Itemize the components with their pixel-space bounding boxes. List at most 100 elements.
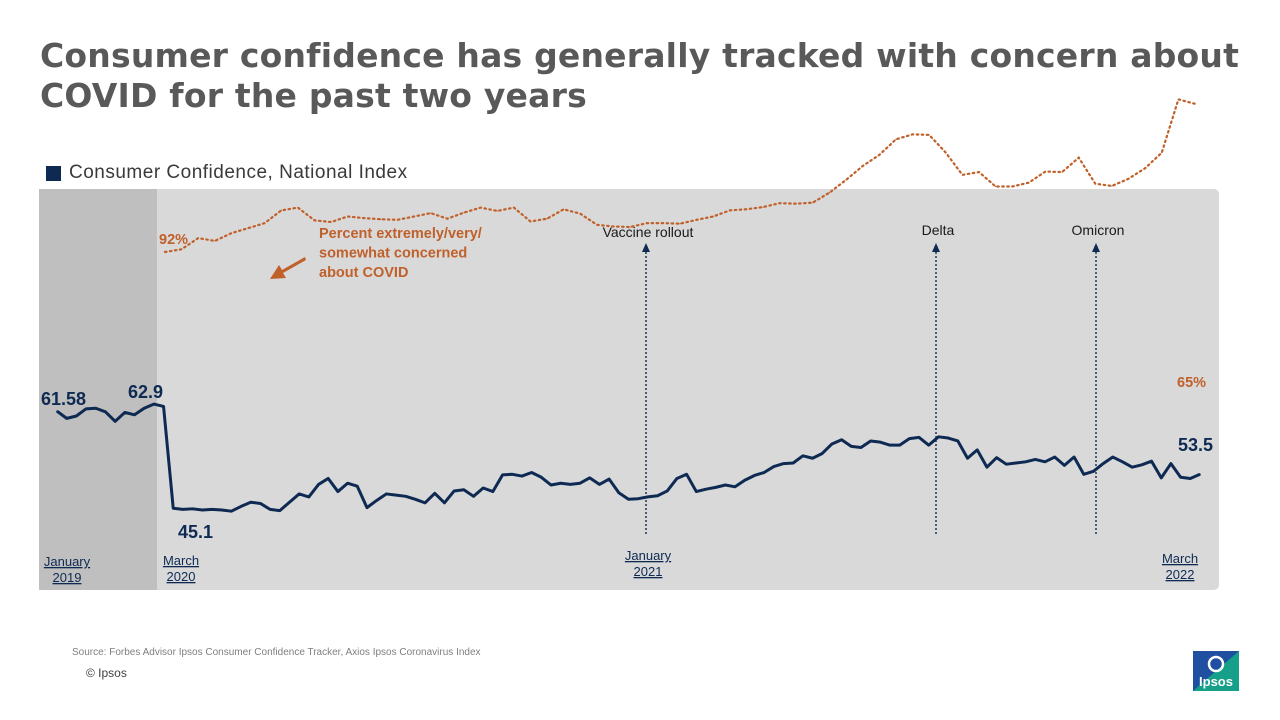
concern-point [563,208,565,210]
concern-annotation-line: somewhat concerned [319,246,467,262]
confidence-point [492,490,494,493]
x-tick-month: January [44,554,91,569]
confidence-point [443,502,446,504]
concern-point [430,212,432,214]
confidence-point [162,405,165,408]
confidence-point [94,407,97,410]
confidence-point [356,485,359,488]
confidence-point [986,466,988,468]
confidence-point [579,482,581,485]
concern-point [1194,103,1196,105]
confidence-point [1189,477,1192,480]
x-tick-year: 2022 [1166,567,1195,582]
confidence-point [327,477,330,480]
concern-point [214,240,216,242]
confidence-point [201,509,204,511]
page-title: Consumer confidence has generally tracke… [40,36,1240,115]
concern-point [1177,98,1179,100]
confidence-point [182,508,184,511]
confidence-point [811,457,814,460]
confidence-point [995,456,998,459]
confidence-point [743,479,746,482]
concern-point [363,217,365,219]
confidence-point [559,482,562,485]
concern-point [546,218,548,220]
confidence-point [1015,462,1017,464]
confidence-point [511,473,514,476]
confidence-point [1092,470,1095,473]
confidence-data-label: 62.9 [128,382,163,402]
concern-point [197,237,199,239]
confidence-point [869,440,872,442]
concern-point [795,203,797,205]
concern-point [845,179,847,181]
confidence-point [337,490,339,493]
concern-point [280,209,282,211]
concern-point [297,207,299,209]
concern-point [1161,152,1163,154]
data-labels: 61.58 62.9 45.1 53.5 92% 65% [41,232,1213,542]
event-arrow-icon [932,243,940,252]
confidence-point [1034,458,1037,461]
concern-point [230,232,233,234]
confidence-point [153,403,155,405]
plot-panel [39,189,1219,590]
confidence-point [860,446,862,449]
concern-point [629,226,631,228]
concern-point [662,222,664,224]
concern-point [812,202,814,204]
confidence-point [85,408,87,410]
confidence-point [414,498,417,501]
confidence-point [269,508,271,511]
confidence-point [1063,464,1066,467]
confidence-point [734,485,736,488]
confidence-point [375,499,378,502]
x-tick-month: March [163,553,199,568]
confidence-point [65,417,68,420]
ipsos-logo[interactable]: Ipsos [1193,651,1239,691]
confidence-point [598,483,601,486]
confidence-point [647,496,649,498]
x-tick-year: 2020 [167,569,196,584]
confidence-point [802,455,804,457]
confidence-point [433,492,436,495]
concern-point [961,174,964,176]
concern-annotation-line: Percent extremely/very/ [319,226,482,242]
confidence-point [937,436,940,438]
confidence-point [957,440,959,442]
confidence-point [1044,461,1046,463]
confidence-point [404,495,407,498]
concern-point [1127,178,1130,180]
event-arrow-icon [642,243,650,252]
concern-point [1094,183,1096,185]
concern-point [779,202,781,204]
confidence-point [288,501,291,504]
concern-point [181,248,183,250]
confidence-point [211,508,213,511]
confidence-point [220,509,223,511]
event-arrow-icon [1092,243,1100,252]
confidence-point [831,443,833,445]
confidence-point [1112,456,1114,458]
confidence-point [569,483,572,486]
confidence-point [133,414,136,416]
confidence-series [56,402,1201,513]
concern-point [928,134,930,136]
concern-point [596,224,598,226]
confidence-point [705,488,707,490]
confidence-data-label: 53.5 [1178,435,1213,455]
confidence-point [889,444,891,446]
concern-point [1061,171,1063,173]
confidence-point [317,483,320,486]
confidence-point [898,444,901,446]
concern-point [1044,170,1047,173]
concern-point [729,209,731,211]
event-label: Omicron [1072,222,1125,238]
confidence-point [230,510,233,512]
concern-point [612,225,615,228]
confidence-point [966,457,969,460]
event-markers: Vaccine rollout Delta Omicron [603,222,1125,534]
concern-point [978,171,980,173]
confidence-point [1199,473,1201,476]
